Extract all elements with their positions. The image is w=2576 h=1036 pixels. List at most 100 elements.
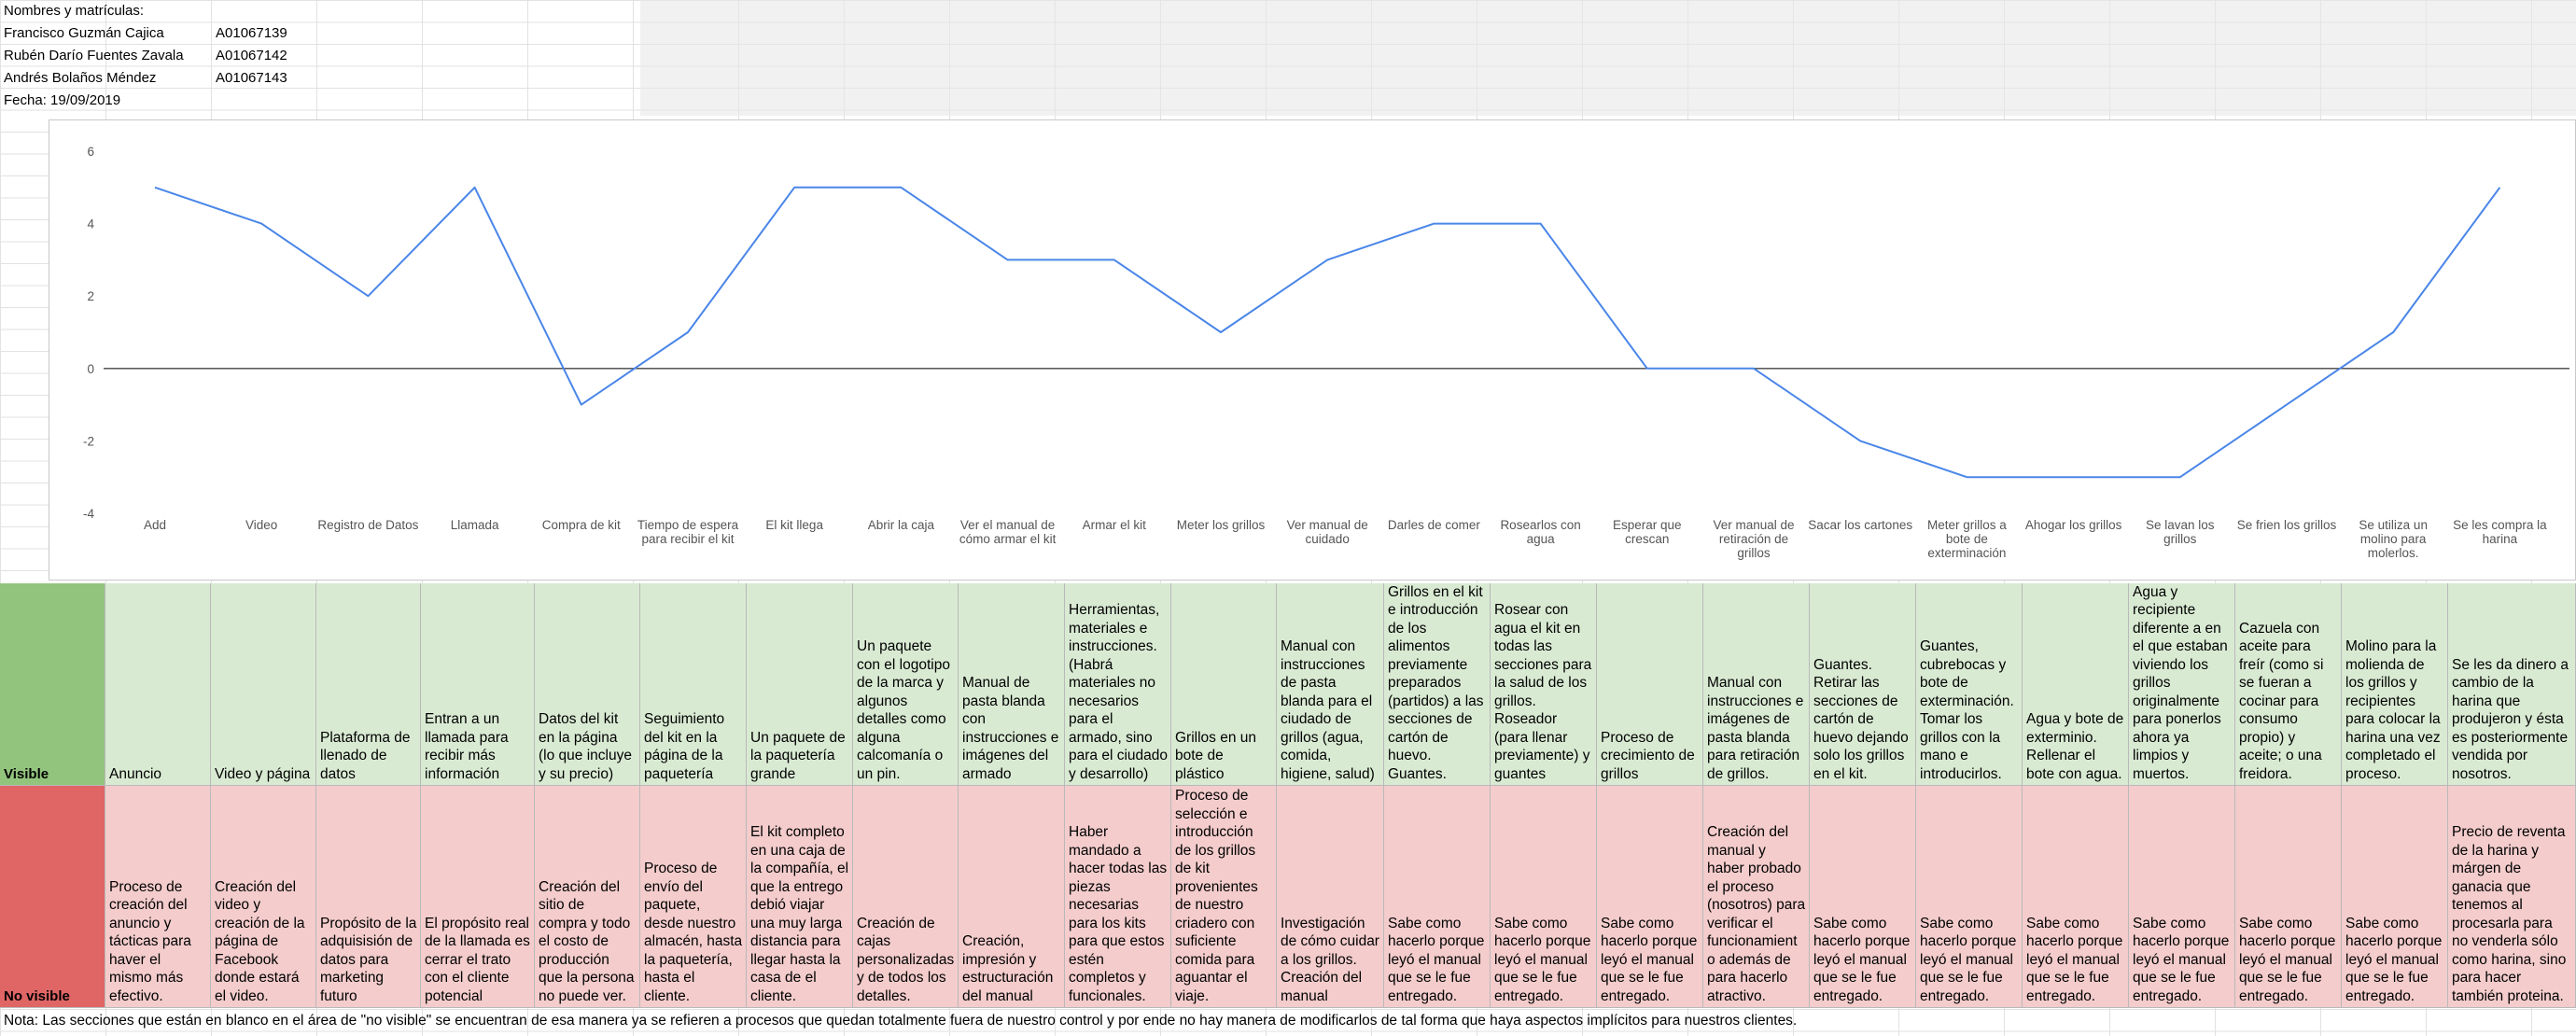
row-label-visible-text: Visible	[4, 765, 49, 782]
visible-cell-text: Un paquete de la paquetería grande	[750, 729, 846, 782]
visible-cell[interactable]: Grillos en el kit e introducción de los …	[1384, 583, 1491, 786]
x-tick-label: Abrir la caja	[867, 518, 935, 532]
visible-cell[interactable]: Un paquete de la paquetería grande	[747, 583, 853, 786]
person-id[interactable]: A01067142	[216, 48, 287, 63]
visible-cell[interactable]: Video y página	[211, 583, 316, 786]
visible-cell[interactable]: Seguimiento del kit en la página de la p…	[640, 583, 747, 786]
x-tick-label: Se lavan los grillos	[2146, 518, 2215, 546]
header-block: Nombres y matrículas: Francisco Guzmán C…	[0, 0, 644, 116]
visible-cell-text: Agua y bote de exterminio. Rellenar el b…	[2026, 711, 2124, 782]
person-name[interactable]: Rubén Darío Fuentes Zavala	[4, 48, 184, 63]
person-name[interactable]: Francisco Guzmán Cajica	[4, 25, 164, 41]
visible-cell[interactable]: Rosear con agua el kit en todas las secc…	[1491, 583, 1597, 786]
visible-cell-text: Cazuela con aceite para freír (como si s…	[2239, 620, 2324, 782]
visible-cell-text: Agua y recipiente diferente a en el que …	[2133, 583, 2228, 782]
visible-cell[interactable]: Datos del kit en la página (lo que inclu…	[535, 583, 640, 786]
no-visible-cell-text: Proceso de selección e introducción de l…	[1175, 788, 1258, 1004]
no-visible-cell[interactable]: Sabe como hacerlo porque leyó el manual …	[2342, 786, 2448, 1008]
no-visible-cell-text: Proceso de creación del anuncio y táctic…	[109, 878, 191, 1004]
line-chart[interactable]: 6 4 2 0 -2 -4 Add Video Registro de Datos Llamad…	[49, 119, 2576, 581]
visible-cell[interactable]: Manual con instrucciones e imágenes de p…	[1703, 583, 1810, 786]
x-tick-label: Armar el kit	[1082, 518, 1146, 532]
visible-cell-text: Herramientas, materiales e instrucciones…	[1069, 602, 1168, 782]
x-tick-label: Llamada	[450, 518, 499, 532]
series-line[interactable]	[154, 186, 2501, 479]
visible-cell[interactable]: Grillos en un bote de plástico	[1171, 583, 1277, 786]
visible-cell[interactable]: Proceso de crecimiento de grillos	[1597, 583, 1703, 786]
no-visible-cell[interactable]: El kit completo en una caja de la compañ…	[747, 786, 853, 1008]
no-visible-cell[interactable]: Sabe como hacerlo porque leyó el manual …	[1810, 786, 1916, 1008]
no-visible-cell[interactable]: Creación de cajas personalizadas y de to…	[853, 786, 959, 1008]
visible-cell[interactable]: Manual de pasta blanda con instrucciones…	[959, 583, 1065, 786]
visible-cell-text: Grillos en el kit e introducción de los …	[1388, 583, 1484, 782]
person-id[interactable]: A01067143	[216, 70, 287, 86]
no-visible-cell[interactable]: Sabe como hacerlo porque leyó el manual …	[2129, 786, 2235, 1008]
no-visible-cell[interactable]: Sabe como hacerlo porque leyó el manual …	[1384, 786, 1491, 1008]
no-visible-cell[interactable]: Sabe como hacerlo porque leyó el manual …	[2235, 786, 2342, 1008]
no-visible-cell[interactable]: Propósito de la adquisisión de datos par…	[316, 786, 421, 1008]
no-visible-cell[interactable]: Creación, impresión y estructuración del…	[959, 786, 1065, 1008]
no-visible-cell[interactable]: Sabe como hacerlo porque leyó el manual …	[2023, 786, 2129, 1008]
no-visible-cell[interactable]: Haber mandado a hacer todas las piezas n…	[1065, 786, 1171, 1008]
visible-cell[interactable]: Plataforma de llenado de datos	[316, 583, 421, 786]
no-visible-cell-text: Haber mandado a hacer todas las piezas n…	[1069, 824, 1168, 1004]
x-tick-label: Ver el manual de cómo armar el kit	[959, 518, 1057, 546]
x-tick-label: Compra de kit	[541, 518, 621, 532]
visible-cell[interactable]: Agua y bote de exterminio. Rellenar el b…	[2023, 583, 2129, 786]
no-visible-cell[interactable]: El propósito real de la llamada es cerra…	[421, 786, 535, 1008]
note-text[interactable]: Nota: Las secciones que están en blanco …	[4, 1013, 1798, 1029]
visible-cell[interactable]: Entran a un llamada para recibir más inf…	[421, 583, 535, 786]
no-visible-cell-text: Sabe como hacerlo porque leyó el manual …	[2239, 915, 2336, 1004]
no-visible-cell[interactable]: Sabe como hacerlo porque leyó el manual …	[1491, 786, 1597, 1008]
visible-cell[interactable]: Cazuela con aceite para freír (como si s…	[2235, 583, 2342, 786]
date-cell[interactable]: Fecha: 19/09/2019	[4, 92, 121, 108]
row-label-no-visible[interactable]: No visible	[0, 786, 105, 1008]
no-visible-cell[interactable]: Precio de reventa de la harina y márgen …	[2448, 786, 2576, 1008]
visible-cell-text: Molino para la molienda de los grillos y…	[2345, 638, 2441, 782]
x-tick-label: Esperar que crescan	[1613, 518, 1682, 546]
visible-cell[interactable]: Molino para la molienda de los grillos y…	[2342, 583, 2448, 786]
person-id[interactable]: A01067139	[216, 25, 287, 41]
visible-cell[interactable]: Un paquete con el logotipo de la marca y…	[853, 583, 959, 786]
visible-cell-text: Manual de pasta blanda con instrucciones…	[962, 675, 1059, 782]
visible-cell-text: Plataforma de llenado de datos	[320, 729, 411, 782]
no-visible-cell[interactable]: Creación del manual y haber probado el p…	[1703, 786, 1810, 1008]
no-visible-cell-text: El propósito real de la llamada es cerra…	[425, 915, 530, 1004]
no-visible-cell-text: Sabe como hacerlo porque leyó el manual …	[1601, 915, 1698, 1004]
visible-cell-text: Video y página	[215, 765, 311, 782]
person-name[interactable]: Andrés Bolaños Méndez	[4, 70, 157, 86]
visible-cell[interactable]: Anuncio	[105, 583, 211, 786]
visible-cell[interactable]: Guantes, cubrebocas y bote de exterminac…	[1916, 583, 2023, 786]
x-tick-label: Tiempo de espera para recibir el kit	[637, 518, 739, 546]
visible-cell[interactable]: Agua y recipiente diferente a en el que …	[2129, 583, 2235, 786]
no-visible-cell[interactable]: Creación del video y creación de la pági…	[211, 786, 316, 1008]
visible-cell[interactable]: Se les da dinero a cambio de la harina q…	[2448, 583, 2576, 786]
row-label-visible[interactable]: Visible	[0, 583, 105, 786]
no-visible-cell[interactable]: Proceso de selección e introducción de l…	[1171, 786, 1277, 1008]
x-tick-label: El kit llega	[765, 518, 823, 532]
visible-cell-text: Rosear con agua el kit en todas las secc…	[1494, 602, 1592, 782]
no-visible-cell[interactable]: Proceso de envío del paquete, desde nues…	[640, 786, 747, 1008]
x-tick-label: Darles de comer	[1387, 518, 1480, 532]
visible-cell-text: Datos del kit en la página (lo que inclu…	[539, 711, 632, 782]
no-visible-cell-text: Sabe como hacerlo porque leyó el manual …	[1494, 915, 1591, 1004]
x-tick-label: Video	[245, 518, 278, 532]
no-visible-cell-text: Investigación de cómo cuidar a los grill…	[1281, 915, 1379, 1004]
x-tick-label: Add	[143, 518, 167, 532]
no-visible-cell-text: Propósito de la adquisisión de datos par…	[320, 915, 417, 1004]
visible-cell[interactable]: Guantes. Retirar las secciones de cartón…	[1810, 583, 1916, 786]
x-tick-label: Ahogar los grillos	[2024, 518, 2122, 532]
names-title[interactable]: Nombres y matrículas:	[4, 3, 145, 19]
no-visible-cell-text: El kit completo en una caja de la compañ…	[750, 824, 849, 1004]
y-tick-label: 0	[87, 362, 94, 376]
no-visible-cell-text: Sabe como hacerlo porque leyó el manual …	[2026, 915, 2123, 1004]
no-visible-cell[interactable]: Proceso de creación del anuncio y táctic…	[105, 786, 211, 1008]
no-visible-cell[interactable]: Sabe como hacerlo porque leyó el manual …	[1916, 786, 2023, 1008]
visible-cell[interactable]: Manual con instrucciones de pasta blanda…	[1277, 583, 1384, 786]
no-visible-cell[interactable]: Sabe como hacerlo porque leyó el manual …	[1597, 786, 1703, 1008]
no-visible-cell-text: Creación, impresión y estructuración del…	[962, 933, 1054, 1004]
no-visible-cell[interactable]: Creación del sitio de compra y todo el c…	[535, 786, 640, 1008]
no-visible-cell[interactable]: Investigación de cómo cuidar a los grill…	[1277, 786, 1384, 1008]
visible-cell[interactable]: Herramientas, materiales e instrucciones…	[1065, 583, 1171, 786]
no-visible-cell-text: Precio de reventa de la harina y márgen …	[2452, 824, 2567, 1004]
